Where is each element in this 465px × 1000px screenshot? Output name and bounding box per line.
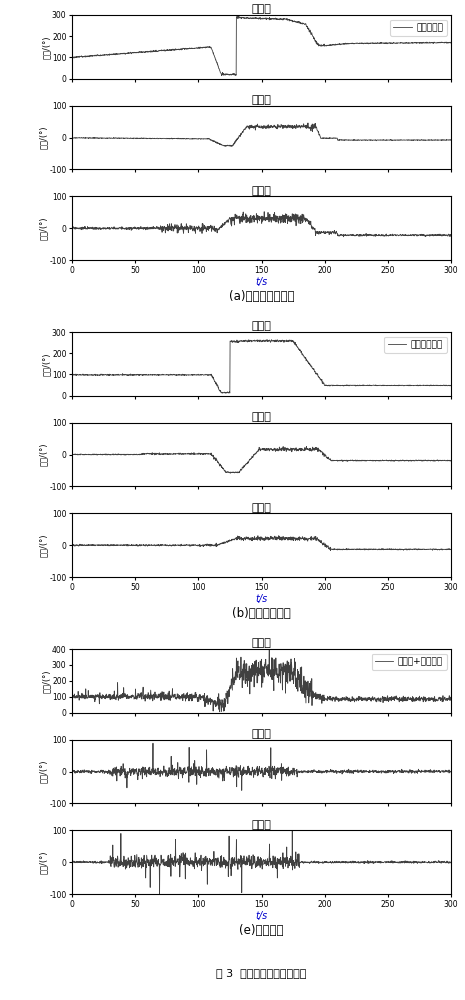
X-axis label: t/s: t/s (255, 594, 268, 604)
Text: 图 3  行走模式下的测量结果: 图 3 行走模式下的测量结果 (216, 968, 307, 978)
Title: 航向角: 航向角 (252, 321, 272, 331)
Text: (a)单个陀螺仪算法: (a)单个陀螺仪算法 (229, 290, 294, 303)
Y-axis label: 角度/(°): 角度/(°) (39, 443, 48, 466)
Title: 航向角: 航向角 (252, 4, 272, 14)
Title: 俯仰角: 俯仰角 (252, 412, 272, 422)
Title: 横滚角: 横滚角 (252, 503, 272, 513)
Title: 俯仰角: 俯仰角 (252, 95, 272, 105)
Title: 航向角: 航向角 (252, 638, 272, 648)
X-axis label: t/s: t/s (255, 911, 268, 921)
Y-axis label: 角度/(°): 角度/(°) (39, 850, 48, 874)
Y-axis label: 角度/(°): 角度/(°) (39, 533, 48, 557)
Title: 横滚角: 横滚角 (252, 186, 272, 196)
Legend: 陀螺仪解算: 陀螺仪解算 (390, 20, 446, 36)
X-axis label: t/s: t/s (255, 277, 268, 287)
Y-axis label: 角度/(°): 角度/(°) (39, 760, 48, 783)
Y-axis label: 角度/(°): 角度/(°) (39, 216, 48, 240)
Y-axis label: 角度/(°): 角度/(°) (41, 35, 51, 59)
Legend: 卡尔曼+互补滤波: 卡尔曼+互补滤波 (372, 654, 446, 670)
Legend: 互补滤波算法: 互补滤波算法 (385, 337, 446, 353)
Text: (b)互补滤波算法: (b)互补滤波算法 (232, 607, 291, 620)
Title: 横滚角: 横滚角 (252, 820, 272, 830)
Y-axis label: 角度/(°): 角度/(°) (39, 126, 48, 149)
Y-axis label: 角度/(°): 角度/(°) (41, 352, 51, 376)
Title: 俯仰角: 俯仰角 (252, 729, 272, 739)
Y-axis label: 角度/(°): 角度/(°) (41, 669, 51, 693)
Text: (e)本文算法: (e)本文算法 (239, 924, 284, 937)
